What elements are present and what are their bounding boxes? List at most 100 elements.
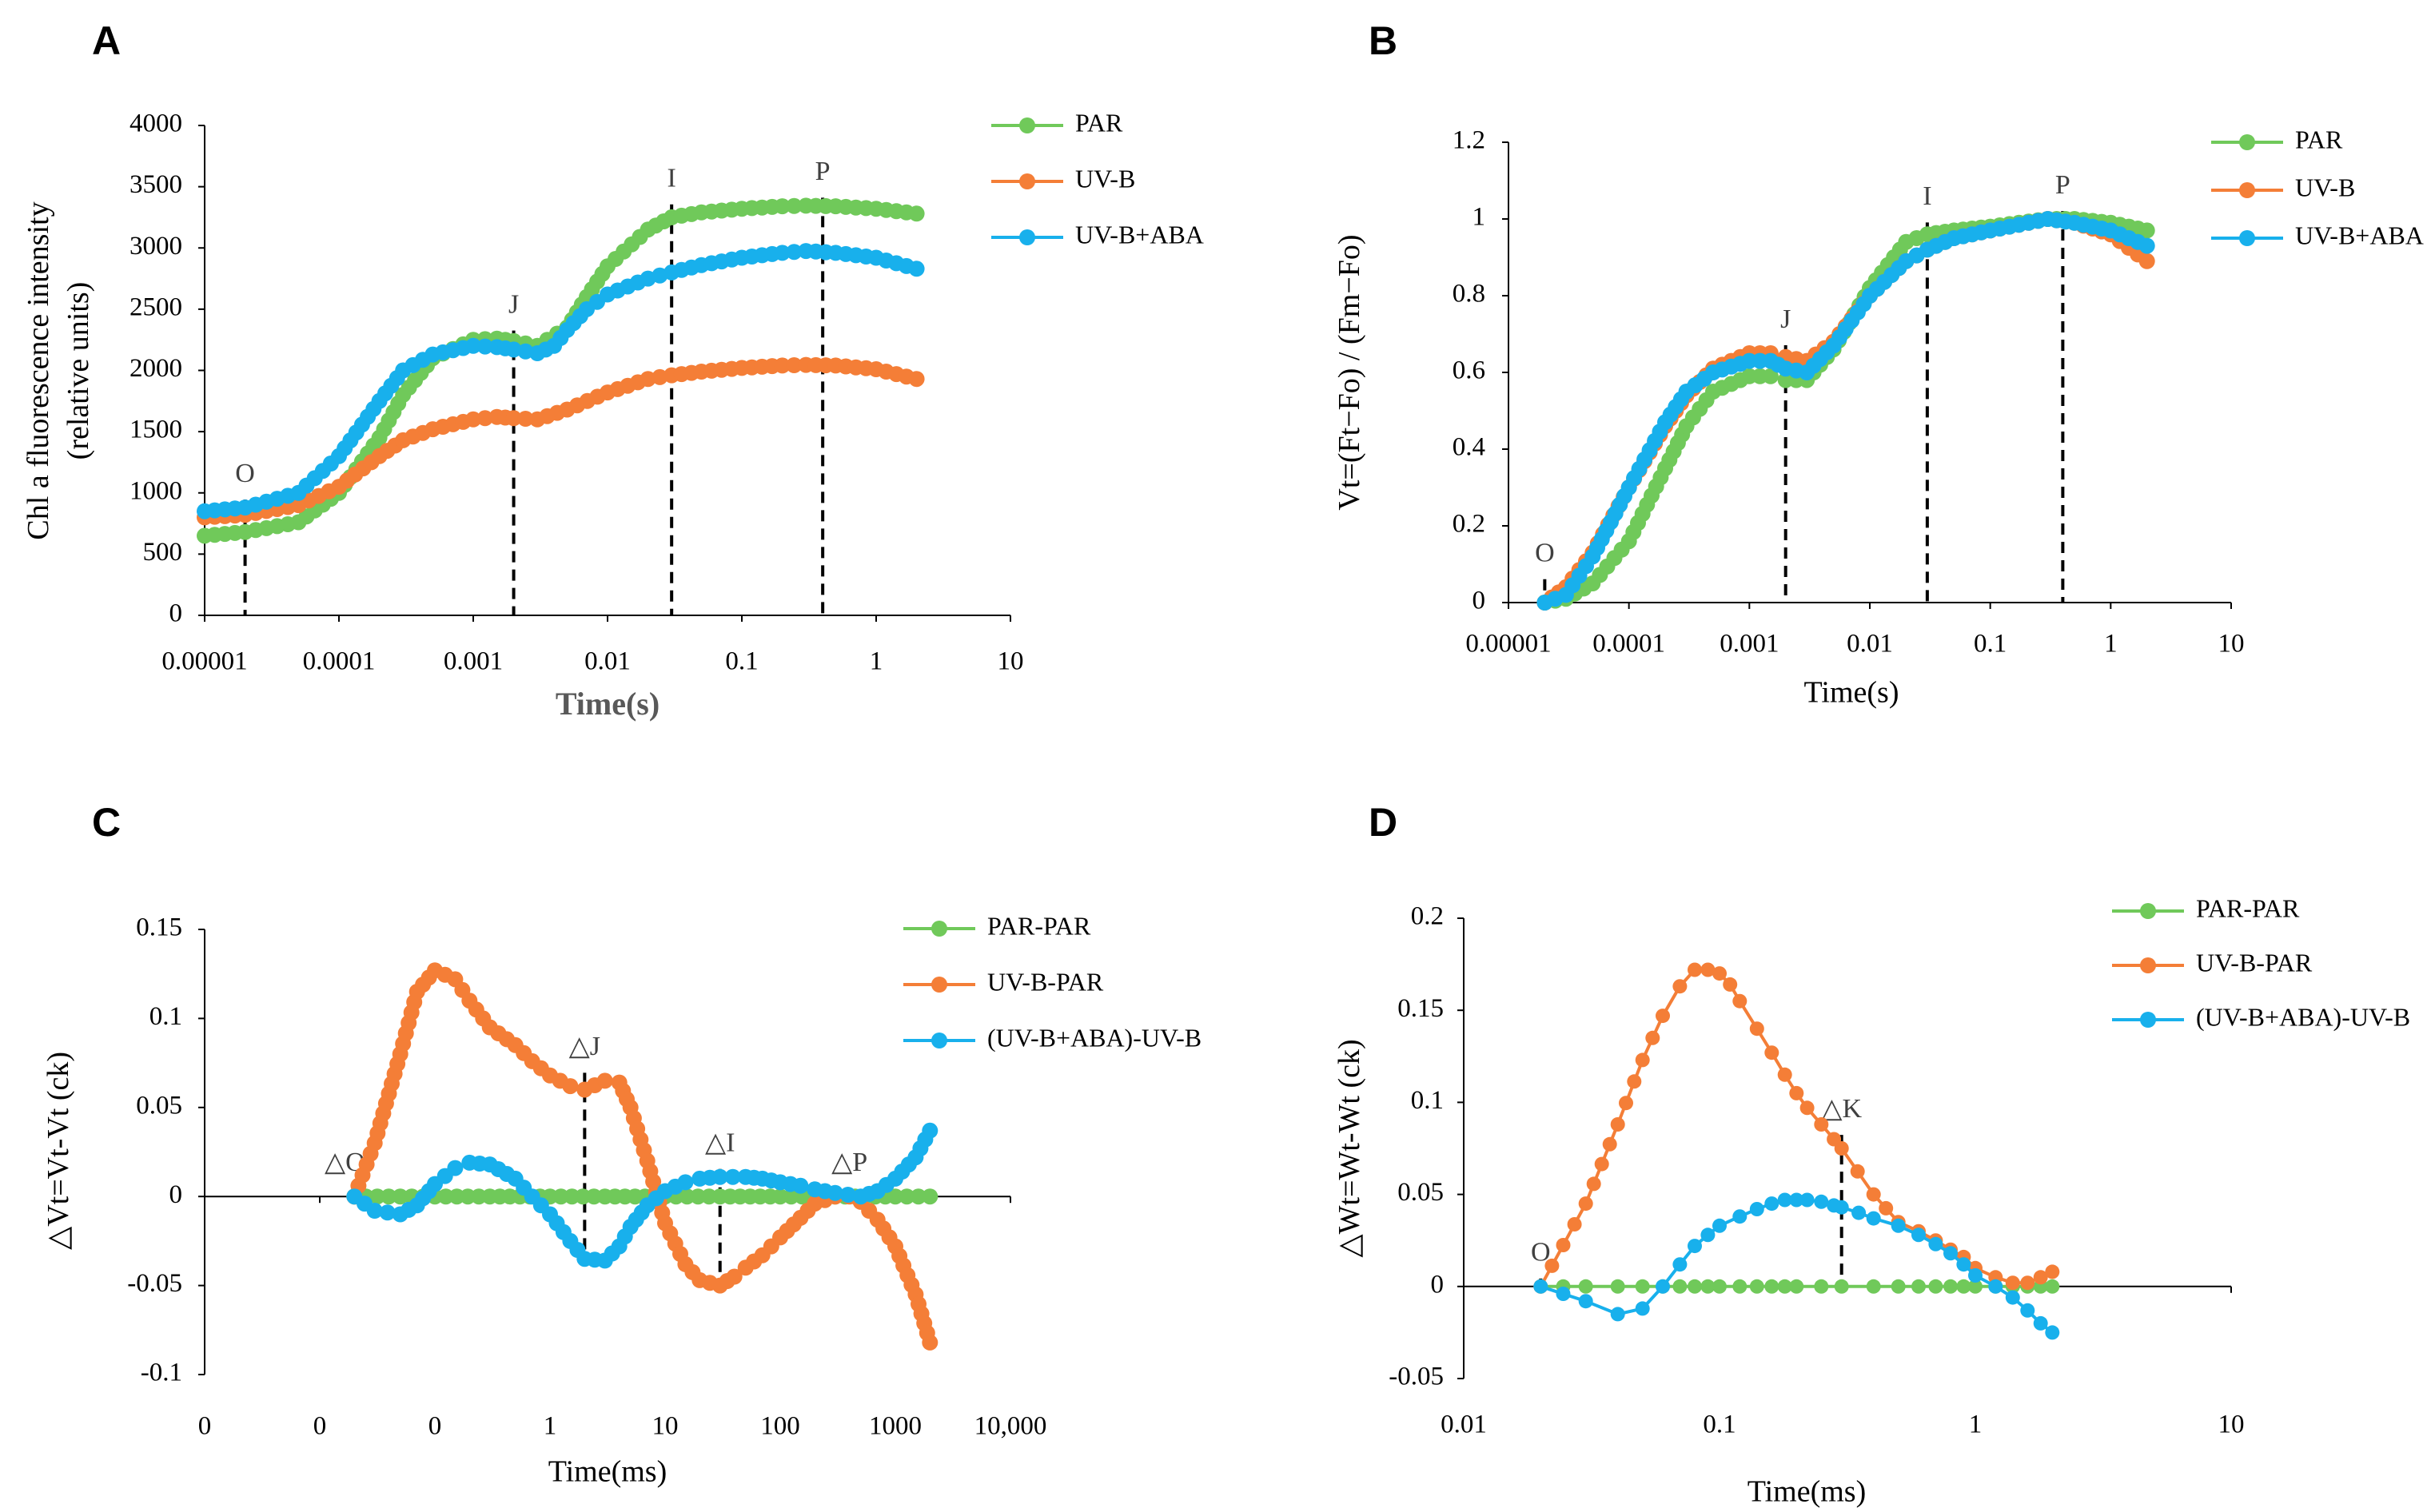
data-point: [1700, 1279, 1716, 1294]
x-tick-label: 0: [428, 1412, 442, 1441]
y-tick-label: 4000: [130, 109, 182, 138]
legend-item: UV-B+ABA: [2211, 221, 2424, 249]
data-point: [1556, 1287, 1571, 1301]
data-point: [1533, 1279, 1548, 1294]
x-tick-label: 1: [544, 1412, 557, 1441]
data-point: [690, 1188, 707, 1205]
legend-label: UV-B: [1075, 164, 1135, 193]
panel-c: C -0.1 -0.05 0 0.05 0.1 0.15 0 0 0 1 10 100 1000 10,00…: [42, 800, 1202, 1489]
data-point: [1968, 1279, 1983, 1294]
series-uv-b-par: [346, 962, 939, 1351]
data-point: [1943, 1246, 1958, 1261]
y-tick-label: 0.1: [1411, 1086, 1444, 1115]
legend-item: PAR: [2211, 125, 2343, 153]
data-point: [910, 1188, 927, 1205]
data-point: [724, 1168, 741, 1185]
y-tick-label: 1000: [130, 476, 182, 505]
x-tick-label: 1000: [869, 1412, 922, 1441]
data-point: [1578, 1279, 1593, 1294]
panel-label: B: [1369, 18, 1397, 63]
legend-item: PAR-PAR: [903, 911, 1091, 940]
ref-label: J: [1780, 304, 1791, 334]
data-point: [1567, 1217, 1582, 1231]
data-point: [471, 1188, 487, 1205]
data-point: [1610, 1307, 1625, 1322]
x-axis-title: Time(s): [556, 686, 660, 722]
data-point: [1956, 1257, 1971, 1272]
series-uv-b-aba: [197, 243, 925, 519]
legend-marker: [931, 921, 947, 937]
legend-item: UV-B-PAR: [2112, 948, 2313, 977]
y-tick-label: 0.4: [1453, 433, 1485, 462]
legend-label: PAR-PAR: [2196, 893, 2300, 922]
data-point: [908, 205, 925, 222]
data-point: [2045, 1325, 2060, 1340]
x-tick-label: 10: [2218, 630, 2245, 659]
data-point: [1723, 977, 1738, 992]
data-point: [1866, 1187, 1881, 1202]
data-point: [1627, 1074, 1642, 1089]
ref-label: O: [1535, 539, 1555, 568]
data-point: [517, 343, 534, 360]
data-point: [575, 1188, 592, 1205]
data-point: [1879, 1200, 1894, 1216]
legend-marker: [2239, 230, 2255, 246]
data-point: [1968, 1268, 1983, 1283]
data-point: [1544, 1258, 1560, 1273]
data-point: [517, 411, 534, 427]
legend-marker: [1019, 229, 1035, 245]
data-point: [1688, 1279, 1702, 1294]
ref-label: △I: [705, 1128, 735, 1157]
data-point: [437, 1188, 454, 1205]
ref-label: △K: [1821, 1094, 1862, 1124]
ref-label: △P: [831, 1148, 867, 1177]
y-tick-label: -0.05: [1389, 1363, 1444, 1391]
data-point: [1834, 1141, 1849, 1156]
data-point: [1834, 1279, 1849, 1294]
legend-label: UV-B: [2295, 173, 2355, 201]
data-point: [1851, 1205, 1867, 1220]
data-point: [379, 1204, 396, 1221]
x-tick-label: 1: [2104, 630, 2118, 659]
legend-item: UV-B: [2211, 173, 2355, 201]
legend-label: UV-B+ABA: [1075, 220, 1204, 249]
data-point: [465, 411, 481, 428]
data-point: [1777, 1279, 1792, 1294]
legend-item: (UV-B+ABA)-UV-B: [2112, 1002, 2410, 1031]
data-point: [1789, 1279, 1804, 1294]
data-point: [1672, 1257, 1688, 1272]
data-point: [922, 1122, 939, 1139]
data-point: [1866, 1211, 1881, 1226]
data-point: [1834, 1200, 1849, 1215]
y-axis-title: △Wt=Wt-Wt (ck): [1333, 1039, 1366, 1257]
y-tick-label: 0: [1431, 1270, 1445, 1299]
x-tick-label: 0.1: [725, 647, 758, 676]
data-point: [1635, 1052, 1650, 1068]
data-point: [922, 1188, 939, 1205]
data-point: [2045, 1264, 2060, 1279]
data-point: [1712, 966, 1727, 981]
data-point: [786, 244, 803, 261]
data-point: [711, 1168, 728, 1185]
x-tick-label: 0.01: [1441, 1411, 1487, 1439]
data-point: [505, 341, 522, 358]
data-point: [1866, 1279, 1881, 1294]
y-tick-label: 1500: [130, 416, 182, 444]
data-point: [1928, 1279, 1943, 1294]
data-point: [1777, 1067, 1792, 1082]
y-axis-subtitle: (relative units): [62, 282, 95, 460]
y-tick-label: 0: [169, 599, 183, 628]
y-tick-label: -0.1: [141, 1359, 182, 1387]
legend-marker: [2239, 134, 2255, 150]
data-point: [2020, 1275, 2035, 1291]
data-point: [2033, 1270, 2048, 1285]
x-tick-label: 0.1: [1974, 630, 2007, 659]
data-point: [1586, 1176, 1601, 1192]
data-point: [1635, 1301, 1650, 1316]
y-tick-label: 0.05: [136, 1091, 182, 1120]
x-tick-label: 0: [313, 1412, 327, 1441]
legend-label: UV-B-PAR: [2196, 948, 2313, 977]
legend-item: UV-B: [991, 164, 1135, 193]
data-point: [564, 1188, 580, 1205]
